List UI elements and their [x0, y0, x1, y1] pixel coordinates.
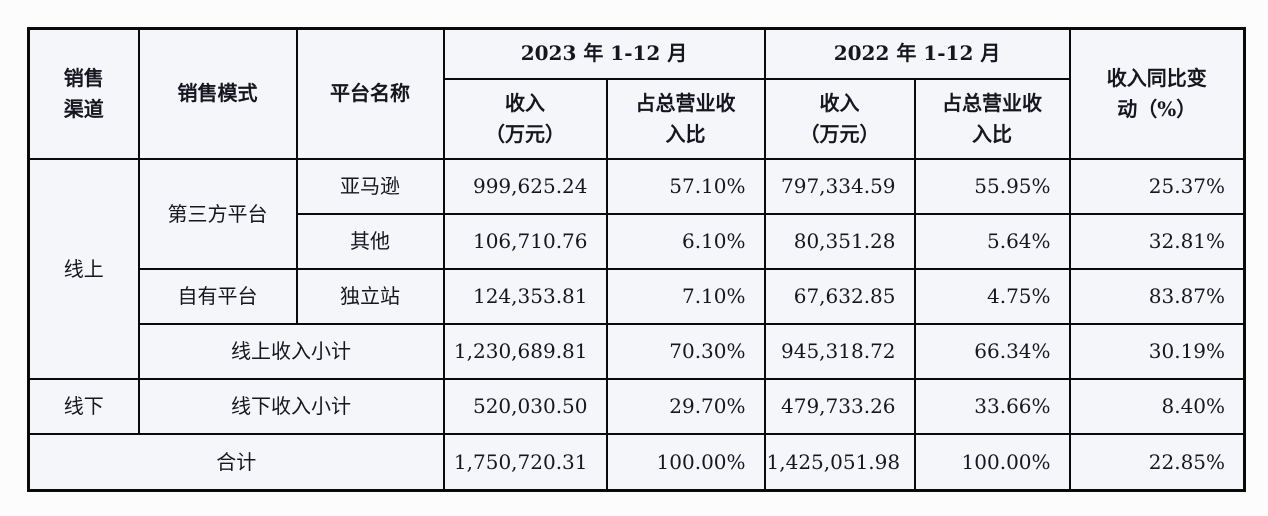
cell-other-rev-2023: 106,710.76	[442, 212, 608, 270]
cell-amazon-share-2023: 57.10%	[605, 157, 766, 215]
cell-offline-subtotal-rev-2022: 479,733.26	[763, 377, 916, 435]
cell-online-subtotal-rev-2023: 1,230,689.81	[442, 322, 608, 380]
header-revenue-2022: 收入 （万元）	[763, 77, 916, 160]
header-yoy-change: 收入同比变 动（%）	[1068, 27, 1246, 160]
cell-platform-amazon: 亚马逊	[295, 157, 445, 215]
cell-platform-independent: 独立站	[295, 267, 445, 325]
header-sales-channel-line1: 销售	[63, 65, 104, 90]
header-revenue-2022-line2: （万元）	[799, 121, 880, 146]
header-share-2023-line1: 占总营业收	[635, 90, 736, 115]
header-share-2022-line2: 入比	[972, 121, 1013, 146]
cell-other-yoy: 32.81%	[1068, 212, 1246, 270]
header-sales-channel-line2: 渠道	[63, 96, 104, 121]
header-share-2023: 占总营业收 入比	[605, 77, 766, 160]
cell-other-share-2023: 6.10%	[605, 212, 766, 270]
header-period-2022: 2022 年 1-12 月	[763, 27, 1071, 80]
cell-amazon-rev-2022: 797,334.59	[763, 157, 916, 215]
cell-independent-rev-2022: 67,632.85	[763, 267, 916, 325]
cell-amazon-yoy: 25.37%	[1068, 157, 1246, 215]
cell-offline-subtotal-share-2022: 33.66%	[913, 377, 1071, 435]
cell-platform-other: 其他	[295, 212, 445, 270]
cell-amazon-share-2022: 55.95%	[913, 157, 1071, 215]
header-yoy-change-line2: 动（%）	[1117, 96, 1197, 121]
header-revenue-2023-line1: 收入	[505, 90, 545, 115]
header-sales-mode: 销售模式	[137, 27, 298, 160]
cell-independent-yoy: 83.87%	[1068, 267, 1246, 325]
header-period-2023: 2023 年 1-12 月	[442, 27, 766, 80]
cell-independent-share-2022: 4.75%	[913, 267, 1071, 325]
cell-total-yoy: 22.85%	[1068, 432, 1246, 492]
header-share-2022: 占总营业收 入比	[913, 77, 1071, 160]
cell-total-share-2023: 100.00%	[605, 432, 766, 492]
cell-total-label: 合计	[27, 432, 445, 492]
header-yoy-change-line1: 收入同比变	[1106, 65, 1207, 90]
header-platform-name: 平台名称	[295, 27, 445, 160]
header-revenue-2022-line1: 收入	[819, 90, 860, 115]
cell-offline-subtotal-rev-2023: 520,030.50	[442, 377, 608, 435]
cell-offline-subtotal-label: 线下收入小计	[137, 377, 445, 435]
cell-online-subtotal-yoy: 30.19%	[1068, 322, 1246, 380]
header-share-2022-line1: 占总营业收	[942, 90, 1043, 115]
cell-total-rev-2022: 1,425,051.98	[763, 432, 916, 492]
cell-channel-online: 线上	[27, 157, 140, 380]
row-online-subtotal: 线上收入小计 1,230,689.81 70.30% 945,318.72 66…	[29, 322, 1246, 380]
header-row-periods: 销售 渠道 销售模式 平台名称 2023 年 1-12 月 2022 年 1-1…	[27, 27, 1246, 160]
cell-mode-third-party: 第三方平台	[137, 157, 298, 270]
row-other: 其他 106,710.76 6.10% 80,351.28 5.64% 32.8…	[29, 212, 1246, 270]
revenue-table-container: 销售 渠道 销售模式 平台名称 2023 年 1-12 月 2022 年 1-1…	[27, 27, 1247, 492]
row-total: 合计 1,750,720.31 100.00% 1,425,051.98 100…	[27, 432, 1246, 492]
row-independent-site: 自有平台 独立站 124,353.81 7.10% 67,632.85 4.75…	[29, 267, 1246, 325]
cell-offline-subtotal-share-2023: 29.70%	[605, 377, 766, 435]
header-revenue-2023-line2: （万元）	[485, 121, 565, 146]
cell-total-share-2022: 100.00%	[913, 432, 1071, 492]
cell-offline-subtotal-yoy: 8.40%	[1068, 377, 1246, 435]
cell-other-rev-2022: 80,351.28	[763, 212, 916, 270]
cell-mode-own-platform: 自有平台	[137, 267, 298, 325]
row-amazon: 线上 第三方平台 亚马逊 999,625.24 57.10% 797,334.5…	[27, 157, 1246, 380]
cell-online-subtotal-share-2022: 66.34%	[913, 322, 1071, 380]
cell-independent-share-2023: 7.10%	[605, 267, 766, 325]
header-sales-channel: 销售 渠道	[27, 27, 140, 160]
cell-total-rev-2023: 1,750,720.31	[442, 432, 608, 492]
cell-other-share-2022: 5.64%	[913, 212, 1071, 270]
header-share-2023-line2: 入比	[665, 121, 706, 146]
cell-independent-rev-2023: 124,353.81	[442, 267, 608, 325]
header-row-metrics: 收入 （万元） 占总营业收 入比 收入 （万元） 占总营业收 入比	[29, 77, 1245, 160]
cell-amazon-rev-2023: 999,625.24	[442, 157, 608, 215]
cell-online-subtotal-rev-2022: 945,318.72	[763, 322, 916, 380]
header-revenue-2023: 收入 （万元）	[442, 77, 608, 160]
cell-channel-offline: 线下	[27, 377, 140, 435]
cell-online-subtotal-share-2023: 70.30%	[605, 322, 766, 380]
cell-online-subtotal-label: 线上收入小计	[137, 322, 445, 380]
revenue-by-channel-table: 销售 渠道 销售模式 平台名称 2023 年 1-12 月 2022 年 1-1…	[27, 27, 1247, 492]
row-offline-subtotal: 线下 线下收入小计 520,030.50 29.70% 479,733.26 3…	[27, 377, 1246, 435]
